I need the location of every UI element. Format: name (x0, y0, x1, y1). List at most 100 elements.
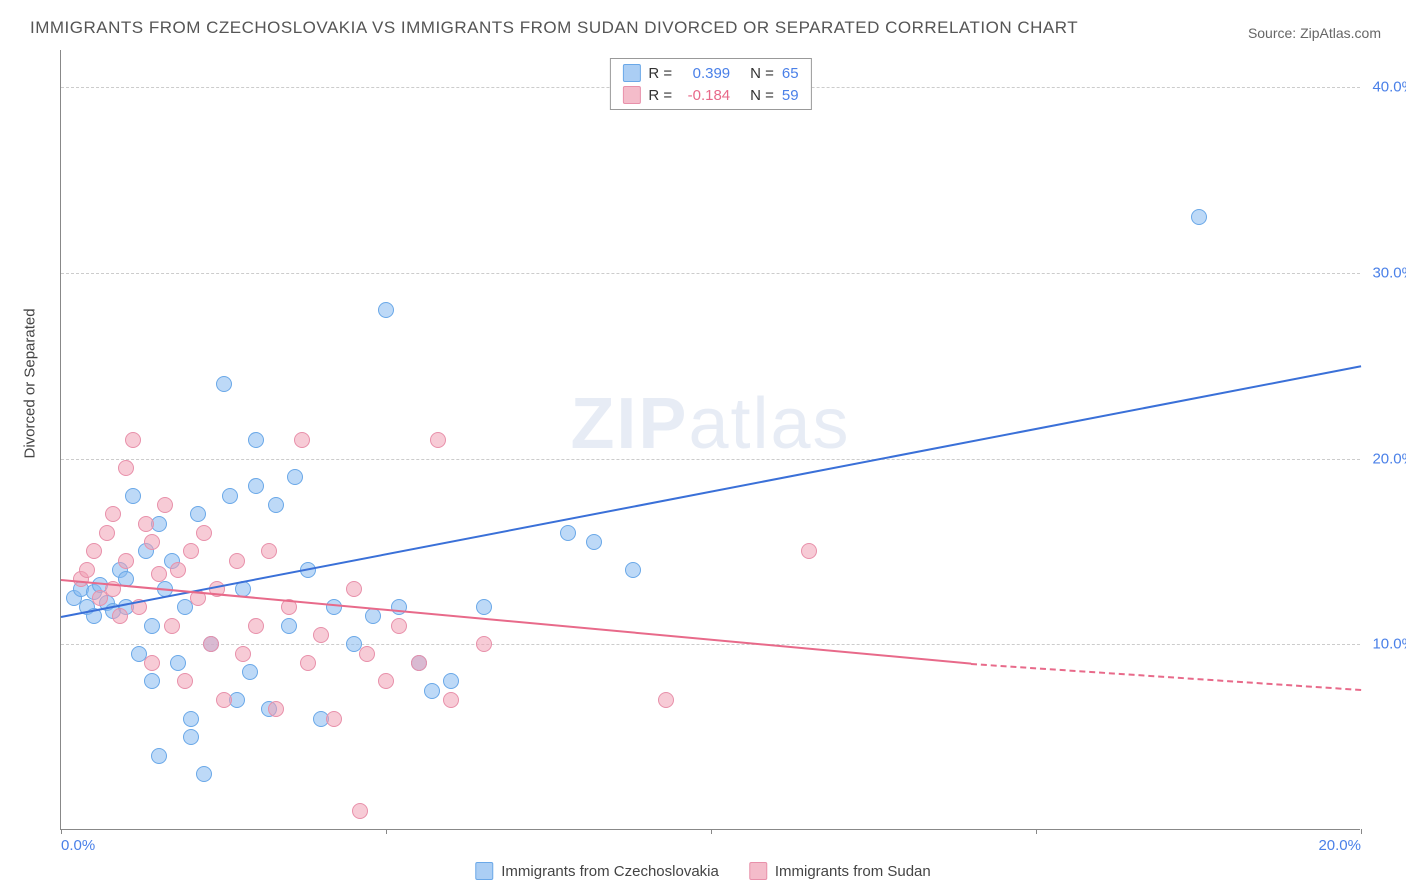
scatter-point (222, 488, 238, 504)
scatter-point (144, 618, 160, 634)
legend-row-blue: R = 0.399 N = 65 (622, 64, 798, 82)
scatter-point (235, 646, 251, 662)
scatter-point (125, 488, 141, 504)
scatter-point (625, 562, 641, 578)
scatter-point (203, 636, 219, 652)
y-tick-label: 20.0% (1372, 450, 1406, 467)
scatter-point (313, 627, 329, 643)
scatter-point (248, 618, 264, 634)
legend-row-pink: R = -0.184 N = 59 (622, 86, 798, 104)
legend-item-sudan: Immigrants from Sudan (749, 862, 931, 880)
scatter-point (170, 562, 186, 578)
r-label: R = (648, 87, 672, 104)
scatter-point (144, 655, 160, 671)
pink-swatch-icon (622, 86, 640, 104)
scatter-point (268, 497, 284, 513)
scatter-point (79, 562, 95, 578)
scatter-point (183, 729, 199, 745)
scatter-point (112, 608, 128, 624)
scatter-point (378, 673, 394, 689)
blue-swatch-icon (622, 64, 640, 82)
pink-swatch-icon (749, 862, 767, 880)
x-tick-mark (1036, 829, 1037, 834)
scatter-point (1191, 209, 1207, 225)
scatter-point (261, 543, 277, 559)
scatter-point (365, 608, 381, 624)
scatter-point (125, 432, 141, 448)
scatter-point (586, 534, 602, 550)
scatter-point (248, 432, 264, 448)
scatter-point (144, 534, 160, 550)
scatter-point (105, 506, 121, 522)
scatter-point (248, 478, 264, 494)
y-axis-label: Divorced or Separated (22, 308, 39, 458)
scatter-point (300, 655, 316, 671)
scatter-point (443, 692, 459, 708)
scatter-point (151, 748, 167, 764)
scatter-point (352, 803, 368, 819)
x-tick-mark (711, 829, 712, 834)
y-tick-label: 10.0% (1372, 636, 1406, 653)
scatter-point (216, 376, 232, 392)
n-label: N = (750, 87, 774, 104)
x-tick-label: 0.0% (61, 837, 95, 854)
scatter-point (560, 525, 576, 541)
scatter-point (196, 525, 212, 541)
legend-label: Immigrants from Czechoslovakia (501, 863, 719, 880)
scatter-point (411, 655, 427, 671)
scatter-point (378, 302, 394, 318)
scatter-point (281, 618, 297, 634)
scatter-point (229, 553, 245, 569)
source-attribution: Source: ZipAtlas.com (1248, 25, 1381, 41)
x-tick-mark (1361, 829, 1362, 834)
scatter-point (391, 599, 407, 615)
chart-title: IMMIGRANTS FROM CZECHOSLOVAKIA VS IMMIGR… (30, 18, 1078, 38)
plot-area: ZIPatlas R = 0.399 N = 65 R = -0.184 N =… (60, 50, 1360, 830)
x-tick-mark (386, 829, 387, 834)
scatter-point (476, 636, 492, 652)
trend-line (971, 663, 1361, 691)
scatter-point (86, 543, 102, 559)
blue-swatch-icon (475, 862, 493, 880)
r-label: R = (648, 65, 672, 82)
scatter-point (359, 646, 375, 662)
scatter-point (216, 692, 232, 708)
n-value-blue: 65 (782, 65, 799, 82)
scatter-point (183, 543, 199, 559)
scatter-point (424, 683, 440, 699)
scatter-point (287, 469, 303, 485)
scatter-point (138, 516, 154, 532)
x-tick-mark (61, 829, 62, 834)
watermark: ZIPatlas (570, 383, 850, 465)
scatter-point (99, 525, 115, 541)
grid-line (61, 644, 1360, 645)
scatter-point (190, 506, 206, 522)
scatter-point (157, 497, 173, 513)
y-tick-label: 40.0% (1372, 79, 1406, 96)
scatter-point (196, 766, 212, 782)
correlation-legend: R = 0.399 N = 65 R = -0.184 N = 59 (609, 58, 811, 110)
scatter-point (144, 673, 160, 689)
scatter-point (294, 432, 310, 448)
n-label: N = (750, 65, 774, 82)
r-value-pink: -0.184 (680, 87, 730, 104)
trend-line (61, 579, 971, 665)
scatter-point (242, 664, 258, 680)
scatter-point (164, 618, 180, 634)
grid-line (61, 459, 1360, 460)
x-tick-label: 20.0% (1318, 837, 1361, 854)
n-value-pink: 59 (782, 87, 799, 104)
scatter-point (346, 581, 362, 597)
scatter-point (177, 673, 193, 689)
scatter-point (268, 701, 284, 717)
scatter-point (170, 655, 186, 671)
scatter-point (391, 618, 407, 634)
r-value-blue: 0.399 (680, 65, 730, 82)
scatter-point (118, 553, 134, 569)
scatter-point (658, 692, 674, 708)
scatter-point (443, 673, 459, 689)
scatter-point (326, 599, 342, 615)
scatter-point (326, 711, 342, 727)
series-legend: Immigrants from Czechoslovakia Immigrant… (475, 862, 930, 880)
scatter-point (183, 711, 199, 727)
